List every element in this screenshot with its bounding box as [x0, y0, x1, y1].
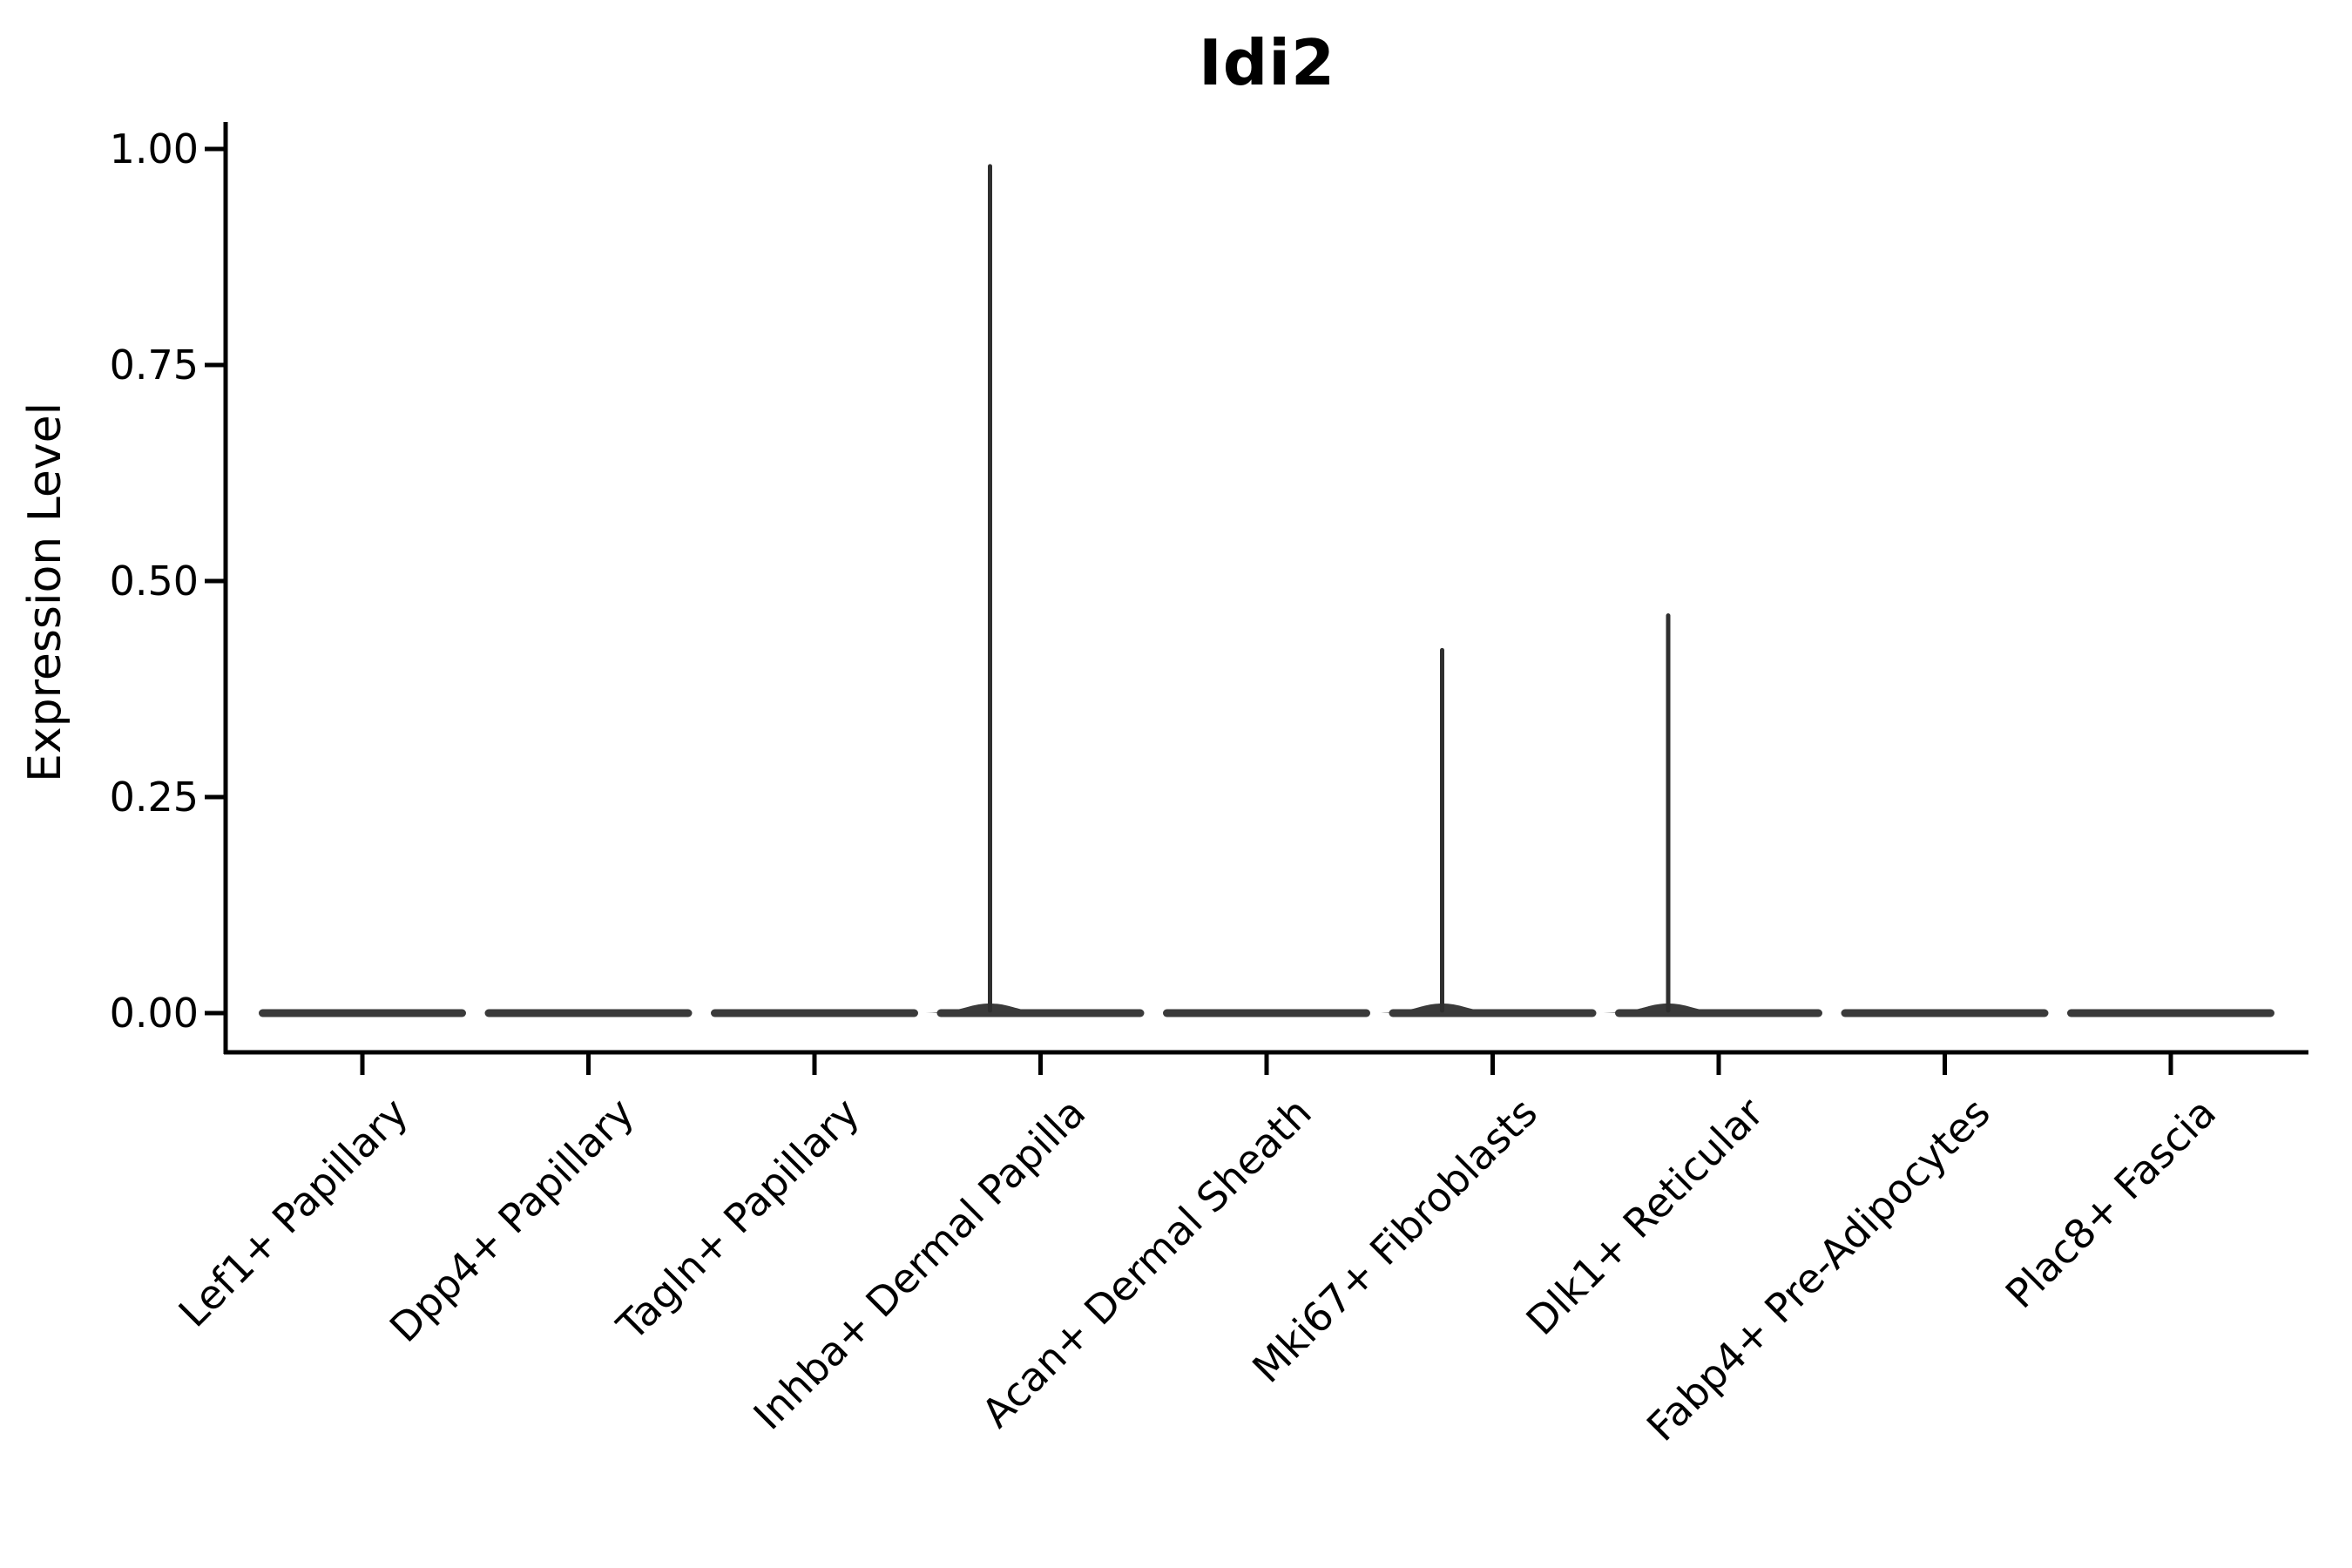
violin-body	[259, 1009, 466, 1017]
violin-body	[1163, 1009, 1370, 1017]
y-tick-label: 0.00	[109, 990, 199, 1037]
violin-body	[2067, 1009, 2274, 1017]
violin-body	[484, 1009, 693, 1017]
y-tick-label: 0.75	[109, 341, 199, 389]
y-tick-label: 1.00	[109, 125, 199, 172]
y-tick-label: 0.50	[109, 558, 199, 605]
y-tick-label: 0.25	[109, 774, 199, 821]
violin-body	[711, 1009, 918, 1017]
plot-title: Idi2	[1198, 26, 1336, 99]
violin-body	[1841, 1009, 2049, 1017]
